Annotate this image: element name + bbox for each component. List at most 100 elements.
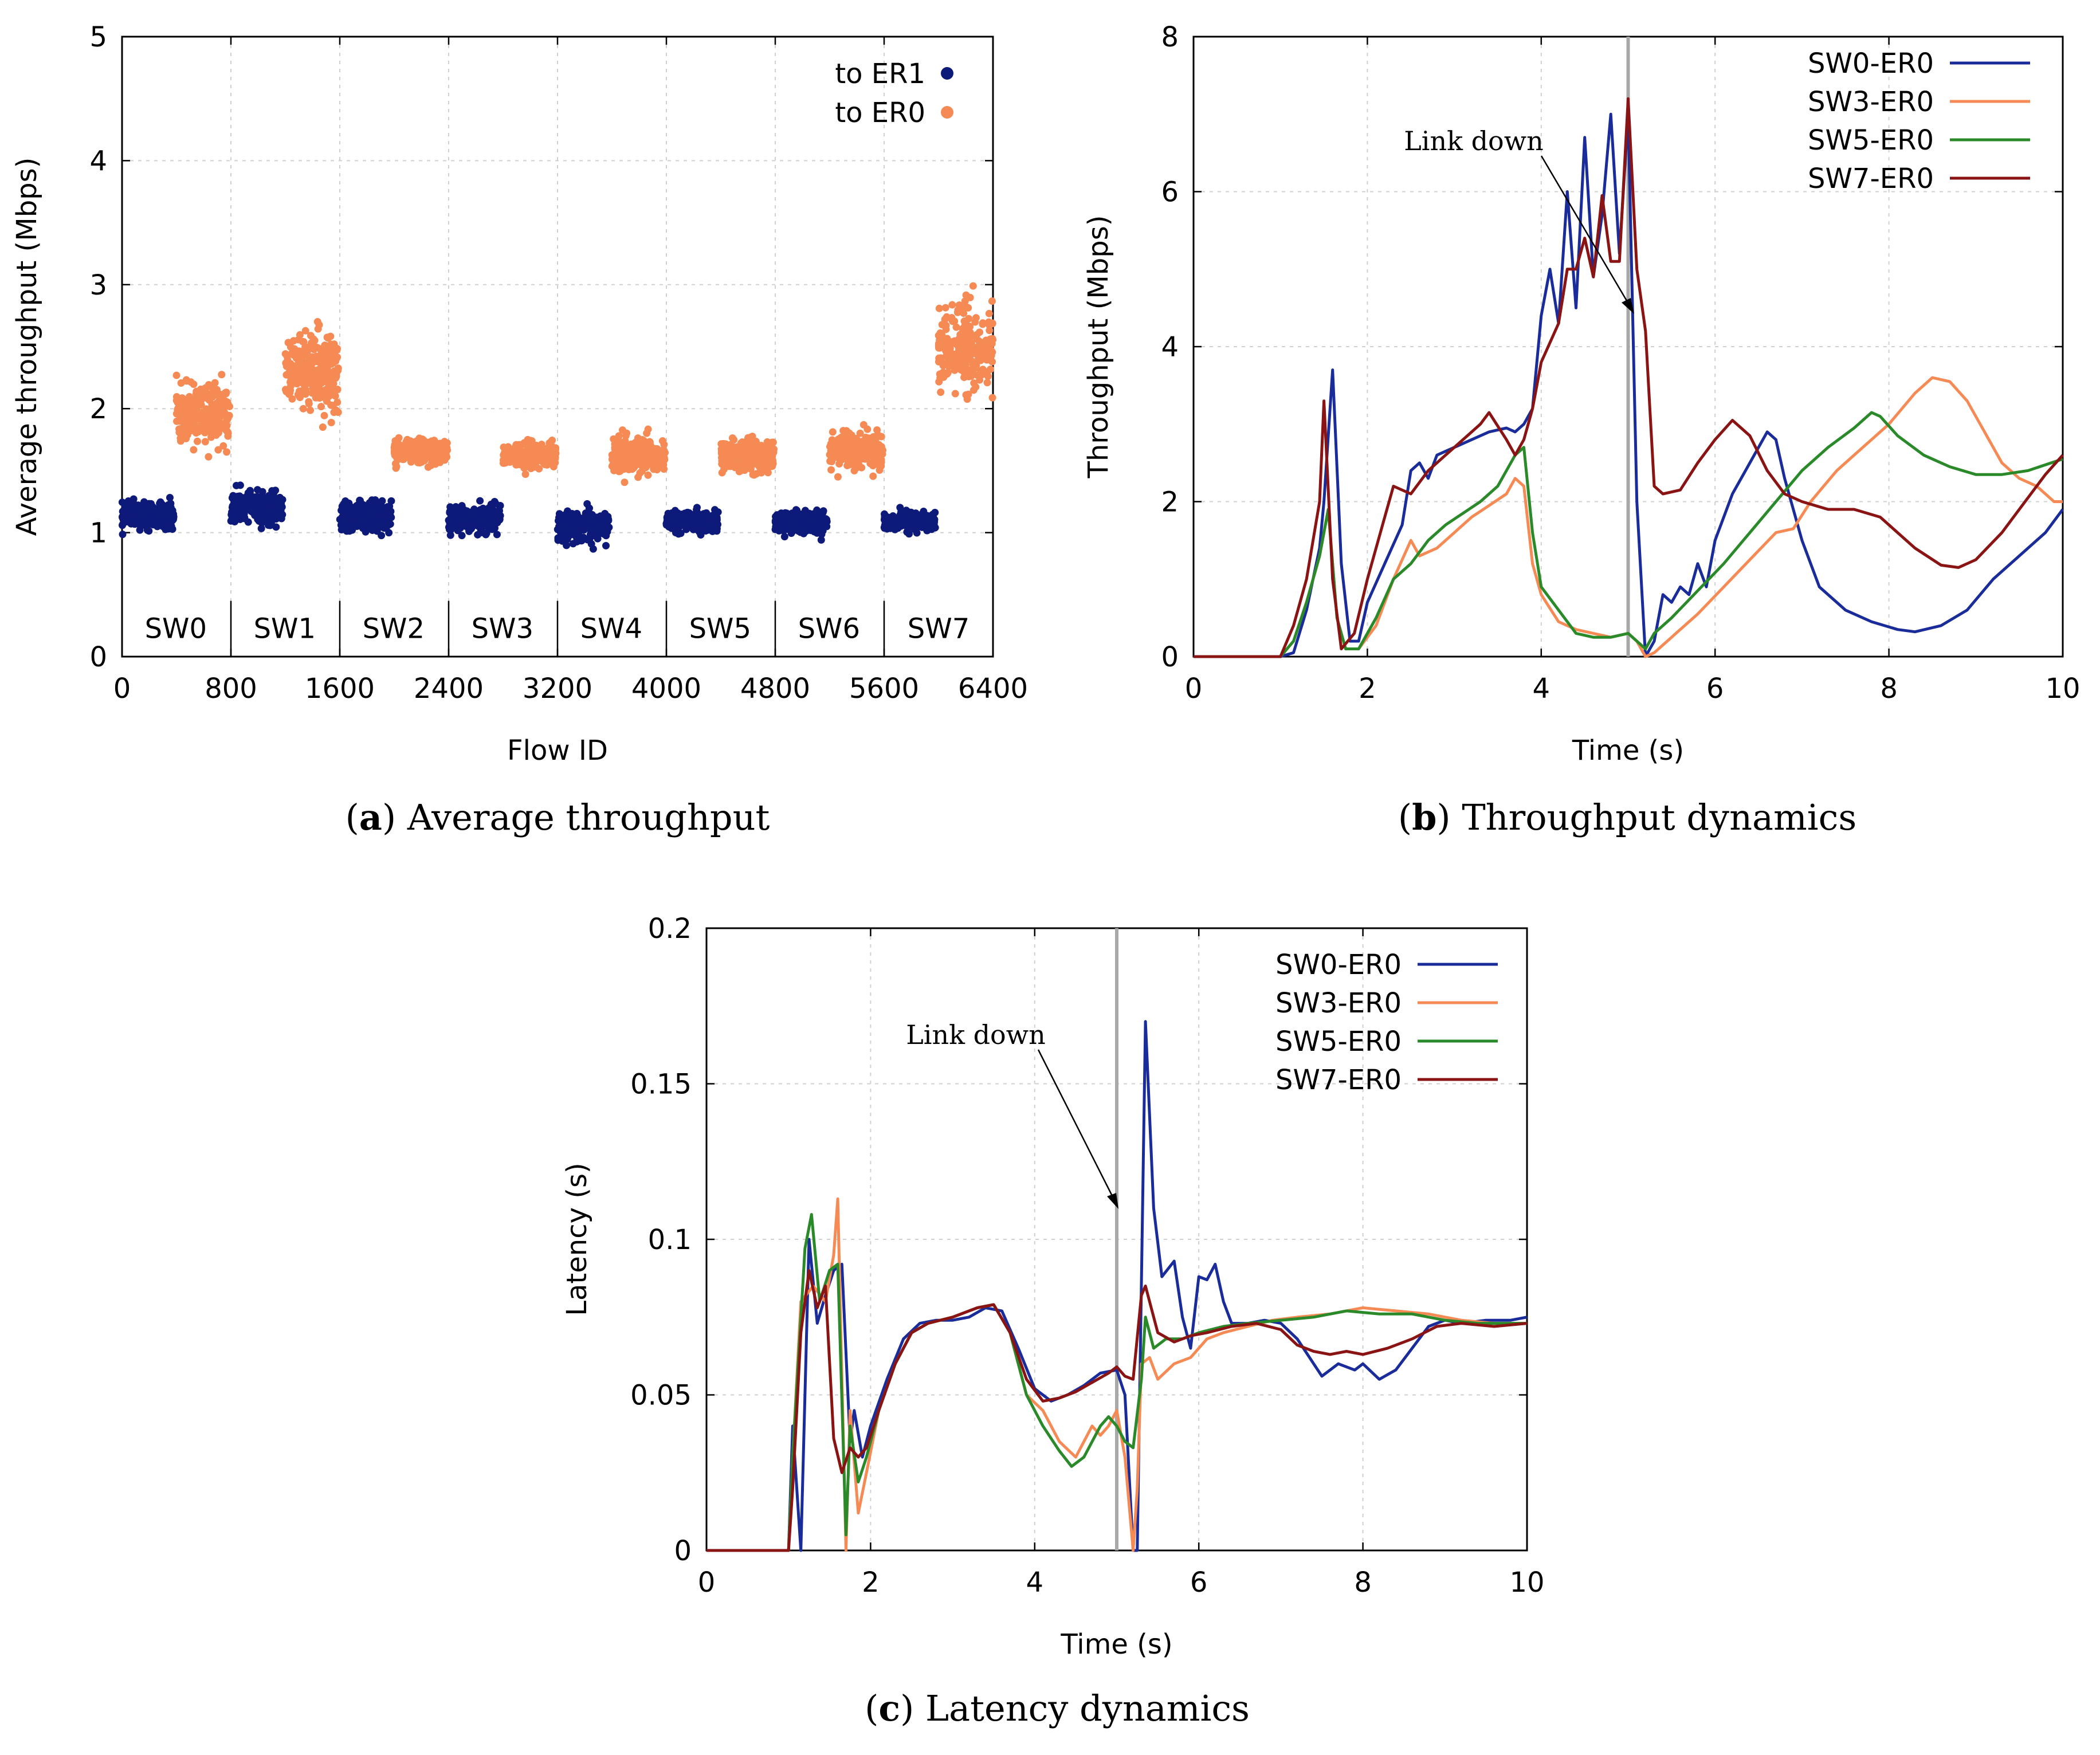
point-to-er1 [712, 517, 720, 525]
point-to-er0 [334, 364, 342, 372]
point-to-er0 [419, 436, 427, 444]
point-to-er0 [661, 449, 669, 457]
point-to-er0 [964, 332, 972, 340]
y-tick-label: 3 [89, 269, 107, 301]
point-to-er1 [278, 496, 286, 504]
caption-text: Latency dynamics [925, 1687, 1250, 1729]
point-to-er0 [837, 449, 845, 457]
point-to-er0 [523, 455, 531, 463]
point-to-er0 [323, 348, 331, 356]
point-to-er1 [257, 512, 265, 520]
x-tick-label: 4800 [740, 673, 810, 705]
point-to-er0 [762, 462, 770, 470]
point-to-er0 [645, 448, 653, 456]
point-to-er1 [446, 531, 454, 539]
point-to-er1 [266, 517, 274, 525]
point-to-er0 [877, 433, 885, 441]
point-to-er0 [179, 416, 187, 424]
point-to-er1 [385, 529, 393, 537]
point-to-er0 [863, 425, 872, 433]
point-to-er1 [243, 496, 251, 504]
point-to-er0 [190, 380, 198, 388]
point-to-er0 [440, 447, 448, 456]
point-to-er0 [949, 359, 957, 367]
legend-label: SW7-ER0 [1275, 1064, 1402, 1096]
point-to-er0 [547, 445, 555, 453]
point-to-er0 [324, 367, 332, 375]
point-to-er0 [172, 371, 180, 379]
point-to-er0 [658, 437, 666, 445]
point-to-er1 [573, 536, 581, 544]
point-to-er0 [972, 383, 980, 391]
point-to-er0 [638, 454, 646, 462]
point-to-er0 [622, 431, 630, 439]
legend-marker [941, 67, 953, 80]
x-tick-label: 0 [1185, 673, 1203, 705]
point-to-er1 [598, 523, 606, 531]
point-to-er1 [339, 525, 347, 533]
point-to-er0 [202, 413, 210, 421]
point-to-er0 [521, 470, 529, 478]
point-to-er1 [167, 500, 175, 508]
y-tick-label: 2 [89, 393, 107, 425]
point-to-er1 [779, 511, 787, 519]
point-to-er0 [939, 343, 947, 351]
point-to-er1 [382, 521, 390, 529]
point-to-er0 [307, 406, 315, 414]
point-to-er1 [458, 532, 466, 540]
point-to-er1 [166, 493, 174, 501]
point-to-er0 [972, 314, 980, 322]
point-to-er1 [270, 489, 278, 497]
point-to-er0 [314, 325, 322, 333]
point-to-er1 [464, 523, 472, 531]
point-to-er0 [174, 405, 182, 413]
point-to-er0 [182, 376, 190, 384]
point-to-er0 [952, 352, 960, 360]
chart-average-throughput: 0 800 1600 2400 3200 4000 4800 5600 6400 0 1 2 3 4 5 Fl… [11, 21, 1028, 838]
point-to-er0 [293, 352, 301, 360]
point-to-er0 [735, 460, 743, 468]
point-to-er0 [286, 343, 295, 351]
point-to-er0 [291, 375, 299, 383]
point-to-er0 [213, 423, 221, 431]
point-to-er0 [218, 371, 226, 379]
point-to-er0 [619, 440, 627, 448]
point-to-er0 [858, 464, 866, 472]
point-to-er1 [245, 489, 253, 497]
point-to-er1 [356, 497, 364, 505]
point-to-er0 [865, 443, 873, 451]
caption-letter: b [1412, 796, 1436, 838]
point-to-er1 [882, 516, 890, 524]
point-to-er1 [347, 517, 355, 525]
y-tick-label: 8 [1161, 21, 1179, 53]
point-to-er1 [166, 514, 174, 522]
point-to-er1 [788, 509, 796, 517]
x-tick-label: 3200 [523, 673, 592, 705]
point-to-er1 [563, 541, 571, 549]
y-axis-label: Latency (s) [561, 1163, 593, 1316]
caption-letter: a [359, 796, 382, 838]
point-to-er0 [286, 386, 295, 394]
point-to-er0 [941, 304, 949, 312]
point-to-er0 [983, 379, 991, 387]
point-to-er0 [296, 331, 304, 339]
point-to-er1 [245, 505, 253, 513]
x-axis-label: Time (s) [1060, 1628, 1172, 1660]
scatter-points [118, 282, 997, 553]
point-to-er0 [849, 452, 857, 460]
point-to-er1 [268, 502, 276, 511]
point-to-er0 [644, 471, 652, 479]
point-to-er0 [939, 335, 947, 343]
point-to-er1 [231, 508, 239, 516]
x-tick-label: 4 [1026, 1566, 1044, 1599]
y-tick-label: 0 [89, 641, 107, 673]
point-to-er0 [980, 354, 988, 362]
figure-caption: (a) Average throughput [346, 796, 770, 838]
point-to-er0 [226, 402, 234, 410]
point-to-er0 [317, 361, 325, 369]
point-to-er1 [456, 519, 464, 527]
point-to-er1 [362, 528, 370, 536]
point-to-er0 [186, 406, 194, 414]
annotation-link-down: Link down [906, 1019, 1046, 1050]
group-label-sw4: SW4 [580, 613, 642, 645]
